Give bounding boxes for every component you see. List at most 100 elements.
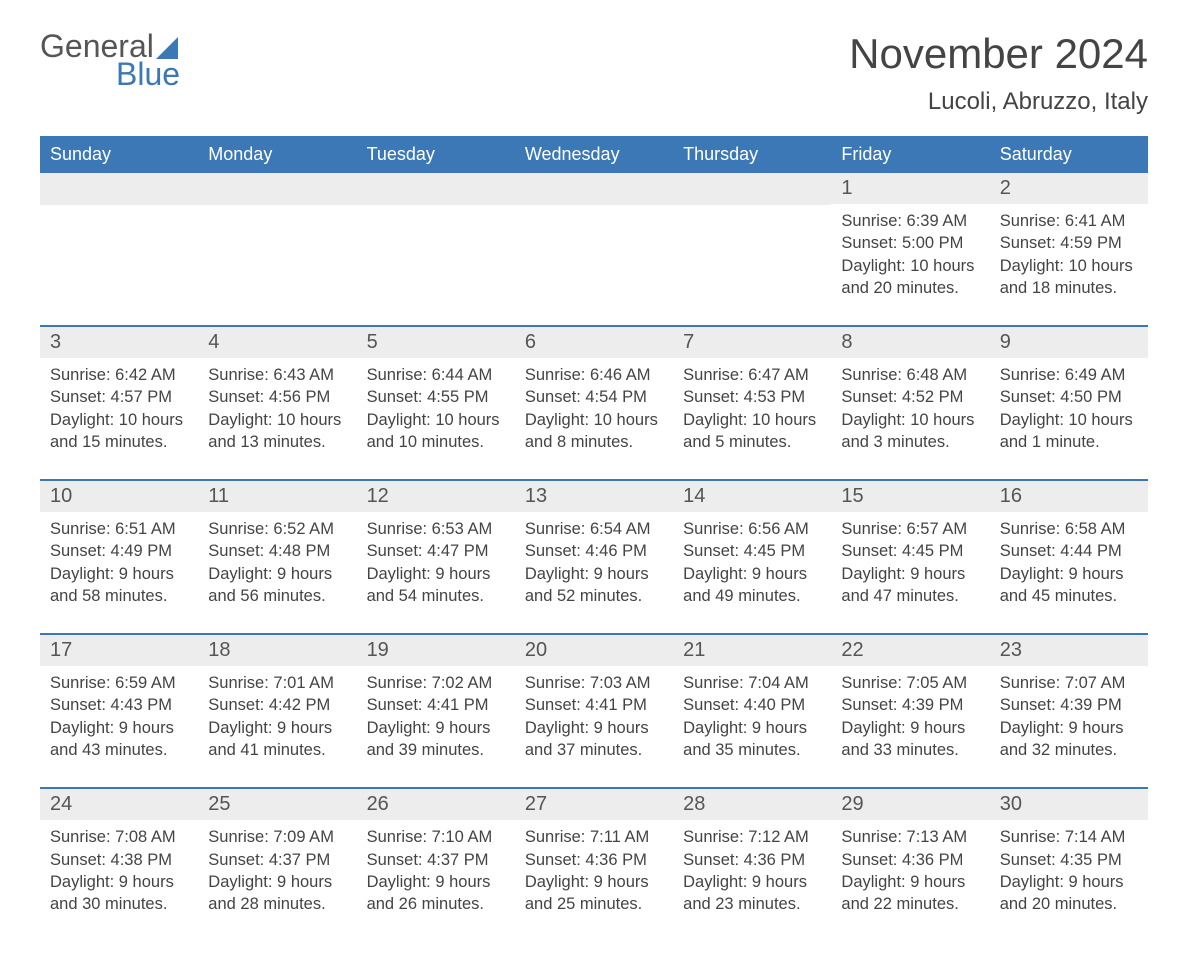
day-number: 13 <box>515 481 673 512</box>
logo-triangle-icon <box>156 37 178 59</box>
daylight-line: Daylight: 9 hours and 45 minutes. <box>1000 563 1138 608</box>
sunrise-line: Sunrise: 7:08 AM <box>50 826 188 848</box>
day-number: 20 <box>515 635 673 666</box>
day-number: 6 <box>515 327 673 358</box>
sunset-line: Sunset: 4:45 PM <box>683 540 821 562</box>
daylight-line: Daylight: 9 hours and 30 minutes. <box>50 871 188 916</box>
day-details: Sunrise: 6:51 AMSunset: 4:49 PMDaylight:… <box>40 512 198 607</box>
calendar-cell-empty <box>40 173 198 325</box>
calendar-cell: 15Sunrise: 6:57 AMSunset: 4:45 PMDayligh… <box>831 481 989 633</box>
day-number: 29 <box>831 789 989 820</box>
sunset-line: Sunset: 4:41 PM <box>525 694 663 716</box>
sunset-line: Sunset: 4:40 PM <box>683 694 821 716</box>
sunset-line: Sunset: 4:57 PM <box>50 386 188 408</box>
daylight-line: Daylight: 9 hours and 43 minutes. <box>50 717 188 762</box>
day-number: 19 <box>357 635 515 666</box>
sunrise-line: Sunrise: 6:54 AM <box>525 518 663 540</box>
calendar-cell: 13Sunrise: 6:54 AMSunset: 4:46 PMDayligh… <box>515 481 673 633</box>
calendar-cell: 11Sunrise: 6:52 AMSunset: 4:48 PMDayligh… <box>198 481 356 633</box>
day-number: 15 <box>831 481 989 512</box>
sunrise-line: Sunrise: 6:57 AM <box>841 518 979 540</box>
day-number <box>673 173 831 205</box>
day-details: Sunrise: 7:12 AMSunset: 4:36 PMDaylight:… <box>673 820 831 915</box>
sunrise-line: Sunrise: 6:58 AM <box>1000 518 1138 540</box>
sunset-line: Sunset: 4:37 PM <box>208 849 346 871</box>
day-number <box>40 173 198 205</box>
daylight-line: Daylight: 10 hours and 1 minute. <box>1000 409 1138 454</box>
day-details: Sunrise: 7:14 AMSunset: 4:35 PMDaylight:… <box>990 820 1148 915</box>
daylight-line: Daylight: 10 hours and 13 minutes. <box>208 409 346 454</box>
sunset-line: Sunset: 4:44 PM <box>1000 540 1138 562</box>
day-details: Sunrise: 6:41 AMSunset: 4:59 PMDaylight:… <box>990 204 1148 299</box>
day-details: Sunrise: 6:54 AMSunset: 4:46 PMDaylight:… <box>515 512 673 607</box>
logo: General Blue <box>40 30 180 90</box>
day-number: 21 <box>673 635 831 666</box>
calendar-cell: 20Sunrise: 7:03 AMSunset: 4:41 PMDayligh… <box>515 635 673 787</box>
day-number: 10 <box>40 481 198 512</box>
sunset-line: Sunset: 4:52 PM <box>841 386 979 408</box>
daylight-line: Daylight: 9 hours and 22 minutes. <box>841 871 979 916</box>
sunset-line: Sunset: 4:36 PM <box>841 849 979 871</box>
sunset-line: Sunset: 4:35 PM <box>1000 849 1138 871</box>
day-number: 28 <box>673 789 831 820</box>
day-details: Sunrise: 7:09 AMSunset: 4:37 PMDaylight:… <box>198 820 356 915</box>
logo-row-1: General <box>40 30 180 62</box>
day-details: Sunrise: 6:44 AMSunset: 4:55 PMDaylight:… <box>357 358 515 453</box>
day-details: Sunrise: 6:52 AMSunset: 4:48 PMDaylight:… <box>198 512 356 607</box>
calendar-cell: 1Sunrise: 6:39 AMSunset: 5:00 PMDaylight… <box>831 173 989 325</box>
title-block: November 2024 Lucoli, Abruzzo, Italy <box>849 30 1148 116</box>
calendar-cell: 25Sunrise: 7:09 AMSunset: 4:37 PMDayligh… <box>198 789 356 941</box>
daylight-line: Daylight: 10 hours and 10 minutes. <box>367 409 505 454</box>
calendar-week: 10Sunrise: 6:51 AMSunset: 4:49 PMDayligh… <box>40 479 1148 633</box>
day-number: 24 <box>40 789 198 820</box>
day-details: Sunrise: 7:03 AMSunset: 4:41 PMDaylight:… <box>515 666 673 761</box>
sunrise-line: Sunrise: 6:42 AM <box>50 364 188 386</box>
calendar-cell: 6Sunrise: 6:46 AMSunset: 4:54 PMDaylight… <box>515 327 673 479</box>
day-header-friday: Friday <box>831 136 989 173</box>
daylight-line: Daylight: 9 hours and 41 minutes. <box>208 717 346 762</box>
day-details: Sunrise: 7:07 AMSunset: 4:39 PMDaylight:… <box>990 666 1148 761</box>
day-number: 14 <box>673 481 831 512</box>
sunrise-line: Sunrise: 6:41 AM <box>1000 210 1138 232</box>
daylight-line: Daylight: 10 hours and 18 minutes. <box>1000 255 1138 300</box>
sunrise-line: Sunrise: 7:14 AM <box>1000 826 1138 848</box>
calendar-cell: 9Sunrise: 6:49 AMSunset: 4:50 PMDaylight… <box>990 327 1148 479</box>
day-details: Sunrise: 6:39 AMSunset: 5:00 PMDaylight:… <box>831 204 989 299</box>
sunset-line: Sunset: 4:53 PM <box>683 386 821 408</box>
calendar-cell-empty <box>515 173 673 325</box>
sunset-line: Sunset: 4:42 PM <box>208 694 346 716</box>
sunset-line: Sunset: 4:50 PM <box>1000 386 1138 408</box>
day-number: 16 <box>990 481 1148 512</box>
sunrise-line: Sunrise: 6:51 AM <box>50 518 188 540</box>
calendar-cell: 10Sunrise: 6:51 AMSunset: 4:49 PMDayligh… <box>40 481 198 633</box>
sunset-line: Sunset: 4:43 PM <box>50 694 188 716</box>
calendar-week: 1Sunrise: 6:39 AMSunset: 5:00 PMDaylight… <box>40 173 1148 325</box>
sunrise-line: Sunrise: 7:09 AM <box>208 826 346 848</box>
calendar-cell: 30Sunrise: 7:14 AMSunset: 4:35 PMDayligh… <box>990 789 1148 941</box>
calendar-cell-empty <box>198 173 356 325</box>
day-header-wednesday: Wednesday <box>515 136 673 173</box>
daylight-line: Daylight: 9 hours and 54 minutes. <box>367 563 505 608</box>
sunset-line: Sunset: 4:38 PM <box>50 849 188 871</box>
sunrise-line: Sunrise: 7:10 AM <box>367 826 505 848</box>
daylight-line: Daylight: 9 hours and 20 minutes. <box>1000 871 1138 916</box>
sunrise-line: Sunrise: 7:13 AM <box>841 826 979 848</box>
sunset-line: Sunset: 4:55 PM <box>367 386 505 408</box>
day-details: Sunrise: 6:56 AMSunset: 4:45 PMDaylight:… <box>673 512 831 607</box>
calendar-cell-empty <box>673 173 831 325</box>
daylight-line: Daylight: 9 hours and 23 minutes. <box>683 871 821 916</box>
day-number: 17 <box>40 635 198 666</box>
calendar-cell: 16 Sunrise: 6:58 AMSunset: 4:44 PMDayligh… <box>990 481 1148 633</box>
calendar-cell: 21Sunrise: 7:04 AMSunset: 4:40 PMDayligh… <box>673 635 831 787</box>
day-header-thursday: Thursday <box>673 136 831 173</box>
sunrise-line: Sunrise: 7:01 AM <box>208 672 346 694</box>
day-header-monday: Monday <box>198 136 356 173</box>
daylight-line: Daylight: 9 hours and 39 minutes. <box>367 717 505 762</box>
day-number: 12 <box>357 481 515 512</box>
logo-text-blue: Blue <box>116 58 180 90</box>
calendar-cell: 28Sunrise: 7:12 AMSunset: 4:36 PMDayligh… <box>673 789 831 941</box>
sunrise-line: Sunrise: 6:46 AM <box>525 364 663 386</box>
sunset-line: Sunset: 4:49 PM <box>50 540 188 562</box>
day-header-sunday: Sunday <box>40 136 198 173</box>
calendar-week: 24Sunrise: 7:08 AMSunset: 4:38 PMDayligh… <box>40 787 1148 941</box>
